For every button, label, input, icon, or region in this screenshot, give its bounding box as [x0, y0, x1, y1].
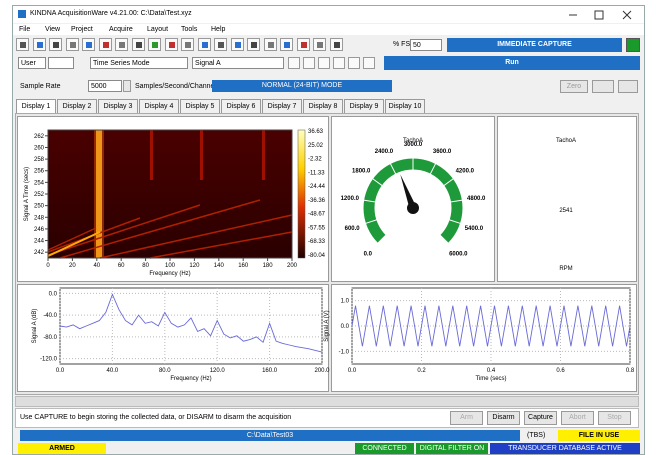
x-tick-label: 120.0 — [210, 368, 226, 374]
x-tick-label: 0.8 — [626, 368, 635, 374]
y-tick-label: 0.0 — [341, 324, 350, 330]
colorbar — [298, 130, 305, 258]
gauge-tick-label: 3600.0 — [433, 149, 452, 155]
page: KINDNA AcquisitionWare v4.21.00: C:\Data… — [0, 0, 656, 455]
colorbar-label: 36.63 — [308, 129, 324, 135]
digital-unit: RPM — [559, 266, 572, 272]
colorbar-label: -48.67 — [308, 212, 326, 218]
y-tick-label: 252 — [34, 192, 45, 198]
y-tick-label: 254 — [34, 180, 45, 186]
colorbar-label: -36.36 — [308, 198, 326, 204]
x-tick-label: 40 — [93, 263, 100, 269]
y-tick-label: 250 — [34, 204, 45, 210]
gauge-tick-label: 1200.0 — [341, 196, 360, 202]
y-tick-label: 242 — [34, 250, 45, 256]
x-tick-label: 120 — [189, 263, 200, 269]
colorbar-label: 25.02 — [308, 143, 324, 149]
x-axis-title: Frequency (Hz) — [170, 376, 211, 382]
colorbar-label: -11.33 — [308, 170, 325, 176]
gauge-tick-label: 600.0 — [345, 226, 361, 232]
colorbar-label: -68.33 — [308, 239, 326, 245]
y-tick-label: 260 — [34, 145, 45, 151]
digital-value: 2541 — [559, 208, 573, 214]
gauge-tick-label: 3000.0 — [404, 142, 423, 148]
y-tick-label: 248 — [34, 215, 45, 221]
colorbar-label: -80.04 — [308, 253, 326, 259]
y-tick-label: -1.0 — [339, 349, 350, 355]
gauge-tick-label: 1800.0 — [352, 168, 371, 174]
x-tick-label: 140 — [214, 263, 225, 269]
x-tick-label: 0.0 — [348, 368, 357, 374]
gauge-tick-label: 5400.0 — [465, 226, 484, 232]
y-tick-label: -80.0 — [43, 335, 57, 341]
x-tick-label: 180 — [263, 263, 274, 269]
charts: 0 20 40 60 80 100 120 140 160 180 200 262 260 258 256 2… — [0, 0, 656, 455]
colorbar-label: -24.44 — [308, 184, 326, 190]
x-tick-label: 0.4 — [487, 368, 496, 374]
x-tick-label: 160.0 — [262, 368, 278, 374]
y-tick-label: 262 — [34, 134, 45, 140]
y-axis-title: Signal A (V) — [324, 310, 330, 341]
x-tick-label: 100 — [165, 263, 176, 269]
plot-frame — [60, 288, 322, 364]
gauge-tick-label: 0.0 — [364, 251, 373, 257]
x-tick-label: 80 — [142, 263, 149, 269]
colorbar-label: -57.55 — [308, 225, 326, 231]
x-tick-label: 200.0 — [314, 368, 330, 374]
x-tick-label: 0.0 — [56, 368, 65, 374]
x-tick-label: 0.6 — [556, 368, 565, 374]
gauge-tick-label: 6000.0 — [449, 251, 468, 257]
y-axis-title: Signal A Time (secs) — [24, 167, 30, 221]
y-tick-label: 256 — [34, 169, 45, 175]
y-tick-label: -40.0 — [43, 313, 57, 319]
x-tick-label: 0.2 — [417, 368, 426, 374]
y-tick-label: 244 — [34, 239, 45, 245]
digital-title: TachoA — [556, 138, 576, 144]
x-tick-label: 40.0 — [107, 368, 119, 374]
x-tick-label: 60 — [118, 263, 125, 269]
x-tick-label: 80.0 — [159, 368, 171, 374]
y-tick-label: 1.0 — [341, 299, 350, 305]
gauge-tick-label: 2400.0 — [375, 149, 394, 155]
y-tick-label: 246 — [34, 227, 45, 233]
x-axis-title: Time (secs) — [475, 376, 506, 382]
y-tick-label: -120.0 — [40, 357, 58, 363]
x-tick-label: 20 — [69, 263, 76, 269]
spectrogram-image — [48, 130, 292, 258]
gauge-tick-label: 4800.0 — [467, 196, 486, 202]
gauge-hub — [407, 202, 419, 214]
y-tick-label: 258 — [34, 157, 45, 163]
x-tick-label: 0 — [46, 263, 50, 269]
y-axis-title: Signal A (dB) — [32, 309, 38, 344]
x-tick-label: 200 — [287, 263, 298, 269]
y-tick-label: 0.0 — [49, 291, 58, 297]
colorbar-label: -2.32 — [308, 157, 322, 163]
x-axis-title: Frequency (Hz) — [149, 271, 190, 277]
x-tick-label: 160 — [238, 263, 249, 269]
gauge-tick-label: 4200.0 — [456, 168, 475, 174]
